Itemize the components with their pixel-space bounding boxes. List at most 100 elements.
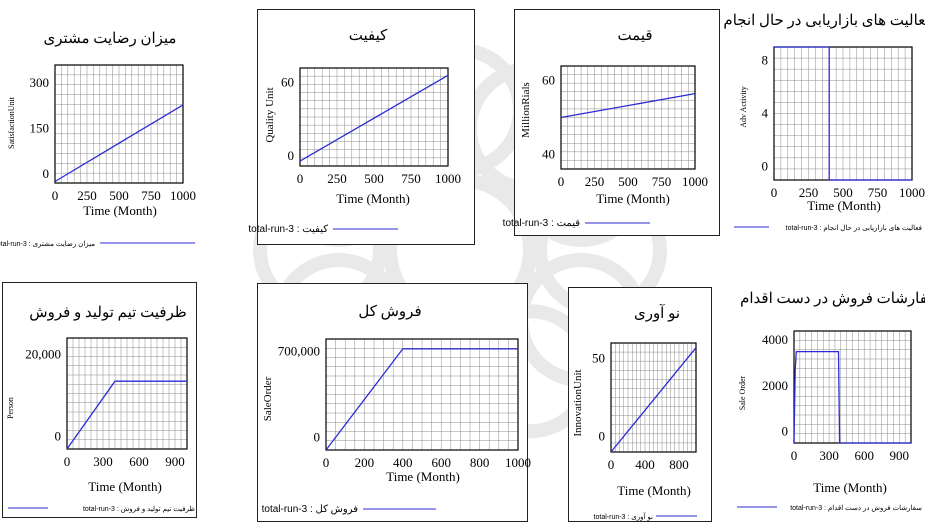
plot-frame bbox=[54, 64, 184, 184]
x-tick-label: 250 bbox=[799, 185, 819, 200]
y-tick-label: 0 bbox=[782, 424, 789, 439]
plot-area bbox=[773, 46, 913, 181]
plot-area bbox=[325, 338, 519, 451]
y-tick-label: 8 bbox=[762, 52, 769, 67]
x-tick-label: 0 bbox=[64, 454, 71, 469]
chart-title: نو آوری bbox=[634, 304, 680, 322]
x-tick-label: 500 bbox=[109, 188, 129, 203]
chart-satisfaction: میزان رضایت مشتری SatisfactionUnit Time … bbox=[0, 31, 196, 248]
x-tick-label: 1000 bbox=[682, 174, 708, 189]
y-tick-label: 4 bbox=[762, 106, 769, 121]
series-line bbox=[793, 350, 911, 444]
y-tick-label: 0 bbox=[43, 166, 50, 181]
chart-panel-satisfaction: میزان رضایت مشتری SatisfactionUnit Time … bbox=[0, 5, 210, 250]
y-axis-label: Adv Activity bbox=[739, 86, 748, 128]
plot-area bbox=[610, 342, 697, 453]
chart-panel-quality: کیفیت Quality Unit Time (Month) total-ru… bbox=[248, 9, 475, 245]
chart-quality: کیفیت Quality Unit Time (Month) total-ru… bbox=[248, 28, 461, 235]
x-axis-label: Time (Month) bbox=[813, 480, 887, 495]
x-tick-label: 0 bbox=[791, 448, 798, 463]
y-axis-label: SatisfactionUnit bbox=[7, 96, 16, 149]
x-axis-label: Time (Month) bbox=[336, 191, 410, 206]
series-line bbox=[325, 348, 518, 451]
chart-sales-orders: سفارشات فروش در دست اقدام Sale Order Tim… bbox=[737, 291, 925, 512]
x-tick-label: 200 bbox=[355, 455, 375, 470]
x-axis-label: Time (Month) bbox=[596, 191, 670, 206]
chart-title: کیفیت bbox=[349, 28, 388, 44]
chart-panel-price: قیمت MillionRials Time (Month) total-run… bbox=[503, 9, 720, 236]
x-tick-label: 400 bbox=[393, 455, 413, 470]
x-tick-label: 600 bbox=[854, 448, 874, 463]
x-tick-label: 250 bbox=[585, 174, 605, 189]
x-axis-label: Time (Month) bbox=[386, 469, 460, 484]
series-line bbox=[610, 347, 697, 453]
x-tick-label: 750 bbox=[401, 171, 421, 186]
series-line bbox=[774, 46, 912, 181]
chart-panel-innovation: نو آوری InnovationUnit Time (Month) tota… bbox=[568, 287, 712, 522]
plot-area bbox=[560, 65, 696, 170]
y-axis-label: InnovationUnit bbox=[572, 369, 584, 436]
y-tick-label: 20,000 bbox=[25, 346, 61, 361]
x-tick-label: 500 bbox=[618, 174, 638, 189]
y-tick-label: 0 bbox=[762, 159, 769, 174]
legend-entry: total-run-3 : قیمت bbox=[503, 218, 581, 229]
x-tick-label: 300 bbox=[93, 454, 113, 469]
x-tick-label: 750 bbox=[141, 188, 161, 203]
x-tick-label: 0 bbox=[52, 188, 59, 203]
series-line bbox=[54, 104, 184, 183]
plot-area bbox=[299, 67, 449, 167]
y-axis-label: Sale Order bbox=[738, 375, 747, 410]
y-tick-label: 60 bbox=[281, 75, 294, 90]
x-tick-label: 600 bbox=[431, 455, 451, 470]
plot-frame bbox=[325, 338, 519, 451]
chart-panel-marketing: فعالیت های بازاریابی در حال انجام Adv Ac… bbox=[723, 2, 925, 242]
plot-frame bbox=[299, 67, 449, 167]
chart-capacity: ظرفیت تیم تولید و فروش Person Time (Mont… bbox=[6, 305, 195, 513]
y-axis-label: Person bbox=[6, 397, 15, 419]
x-tick-label: 900 bbox=[165, 454, 185, 469]
x-axis-label: Time (Month) bbox=[83, 203, 157, 218]
x-tick-label: 800 bbox=[669, 457, 689, 472]
legend-entry: total-run-3 : فروش کل bbox=[262, 504, 359, 515]
plot-area bbox=[54, 64, 184, 184]
chart-title: ظرفیت تیم تولید و فروش bbox=[29, 305, 186, 321]
y-tick-label: 40 bbox=[542, 146, 555, 161]
chart-title: فروش کل bbox=[358, 304, 421, 320]
chart-title: میزان رضایت مشتری bbox=[44, 31, 177, 47]
y-tick-label: 4000 bbox=[762, 332, 788, 347]
chart-title: فعالیت های بازاریابی در حال انجام bbox=[723, 13, 925, 29]
y-tick-label: 0 bbox=[314, 430, 321, 445]
x-tick-label: 500 bbox=[364, 171, 384, 186]
chart-total-sales: فروش کل SaleOrder Time (Month) total-run… bbox=[262, 304, 531, 515]
legend-entry: total-run-3 : سفارشات فروش در دست اقدام bbox=[790, 504, 922, 512]
y-tick-label: 0 bbox=[288, 148, 295, 163]
legend-entry: total-run-3 : کیفیت bbox=[248, 224, 328, 235]
series-line bbox=[299, 74, 449, 162]
plot-area bbox=[66, 337, 188, 450]
y-tick-label: 60 bbox=[542, 73, 555, 88]
x-tick-label: 0 bbox=[297, 171, 304, 186]
chart-innovation: نو آوری InnovationUnit Time (Month) tota… bbox=[572, 304, 697, 521]
plot-frame bbox=[66, 337, 188, 450]
legend-entry: total-run-3 : نو آوری bbox=[594, 511, 653, 521]
plot-frame bbox=[610, 342, 697, 453]
legend-entry: total-run-3 : فعالیت های بازاریابی در حا… bbox=[786, 224, 922, 232]
x-axis-label: Time (Month) bbox=[88, 479, 162, 494]
y-tick-label: 50 bbox=[592, 351, 605, 366]
x-axis-label: Time (Month) bbox=[617, 483, 691, 498]
legend-entry: total-run-3 : میزان رضایت مشتری bbox=[0, 240, 95, 248]
y-tick-label: 0 bbox=[599, 428, 606, 443]
x-tick-label: 0 bbox=[558, 174, 565, 189]
y-axis-label: MillionRials bbox=[520, 82, 532, 138]
x-tick-label: 1000 bbox=[505, 455, 531, 470]
x-tick-label: 1000 bbox=[435, 171, 461, 186]
x-tick-label: 600 bbox=[129, 454, 149, 469]
series-line bbox=[66, 380, 187, 450]
chart-panel-total-sales: فروش کل SaleOrder Time (Month) total-run… bbox=[257, 283, 531, 522]
y-tick-label: 150 bbox=[30, 121, 50, 136]
chart-panel-sales-orders: سفارشات فروش در دست اقدام Sale Order Tim… bbox=[732, 283, 925, 522]
plot-area bbox=[793, 330, 912, 444]
x-tick-label: 750 bbox=[868, 185, 888, 200]
legend-entry: total-run-3 : ظرفیت تیم تولید و فروش bbox=[83, 505, 195, 513]
x-tick-label: 900 bbox=[890, 448, 910, 463]
